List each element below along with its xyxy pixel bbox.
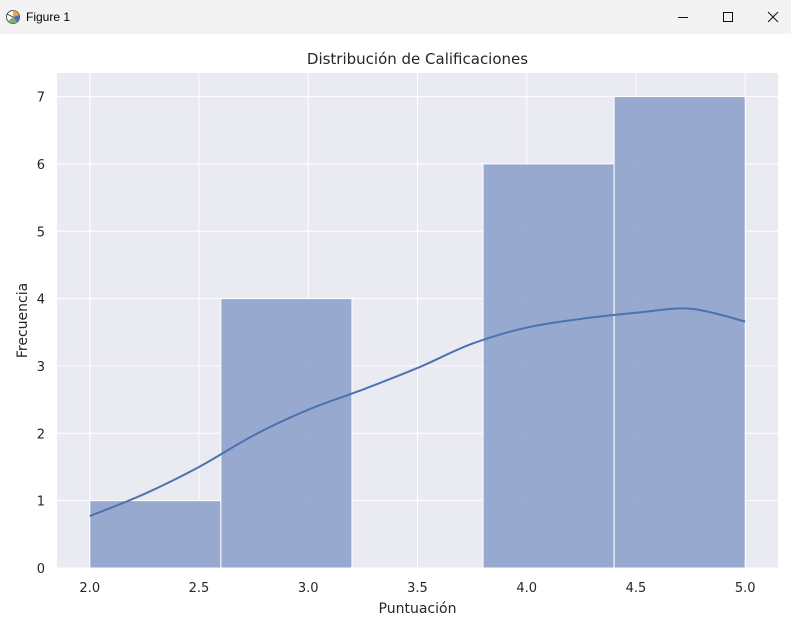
histogram-bar-4 — [482, 163, 615, 569]
window-titlebar: Figure 1 — [0, 0, 791, 34]
y-tick-label: 1 — [37, 495, 45, 510]
figure-canvas: 2.0 2.5 3.0 3.5 4.0 4.5 5.0 0 1 2 3 4 5 6 7 Distribuc… — [0, 34, 791, 626]
histogram-bar-1 — [89, 500, 222, 569]
y-tick-label: 0 — [37, 562, 45, 577]
minimize-icon — [678, 17, 688, 18]
background-window-edge — [0, 0, 420, 5]
close-button[interactable] — [750, 0, 791, 34]
maximize-button[interactable] — [705, 0, 751, 34]
histogram-bar-2 — [220, 298, 353, 569]
y-tick-label: 2 — [37, 427, 45, 442]
y-tick-label: 6 — [37, 158, 45, 173]
minimize-button[interactable] — [660, 0, 706, 34]
y-axis-label: Frecuencia — [15, 283, 31, 358]
maximize-icon — [723, 12, 733, 22]
x-tick-label: 3.0 — [298, 581, 319, 596]
x-tick-label: 4.5 — [626, 581, 647, 596]
histogram-chart: 2.0 2.5 3.0 3.5 4.0 4.5 5.0 0 1 2 3 4 5 6 7 Distribuc… — [15, 50, 778, 617]
matplotlib-app-icon — [5, 9, 21, 25]
y-tick-labels: 0 1 2 3 4 5 6 7 — [37, 91, 45, 577]
x-axis-label: Puntuación — [379, 601, 457, 617]
kde-curve — [89, 307, 746, 518]
x-tick-label: 2.0 — [79, 581, 100, 596]
chart-title: Distribución de Calificaciones — [307, 50, 528, 68]
window-title: Figure 1 — [26, 10, 71, 24]
x-tick-label: 3.5 — [407, 581, 428, 596]
x-tick-label: 5.0 — [735, 581, 756, 596]
x-tick-label: 4.0 — [516, 581, 537, 596]
x-tick-labels: 2.0 2.5 3.0 3.5 4.0 4.5 5.0 — [79, 581, 755, 596]
x-tick-label: 2.5 — [189, 581, 210, 596]
histogram-bar-5 — [613, 96, 746, 569]
y-tick-label: 5 — [37, 225, 45, 240]
close-icon — [767, 11, 779, 23]
y-tick-label: 4 — [37, 293, 45, 308]
y-tick-label: 3 — [37, 360, 45, 375]
histogram-bars — [89, 96, 746, 569]
y-tick-label: 7 — [37, 91, 45, 106]
